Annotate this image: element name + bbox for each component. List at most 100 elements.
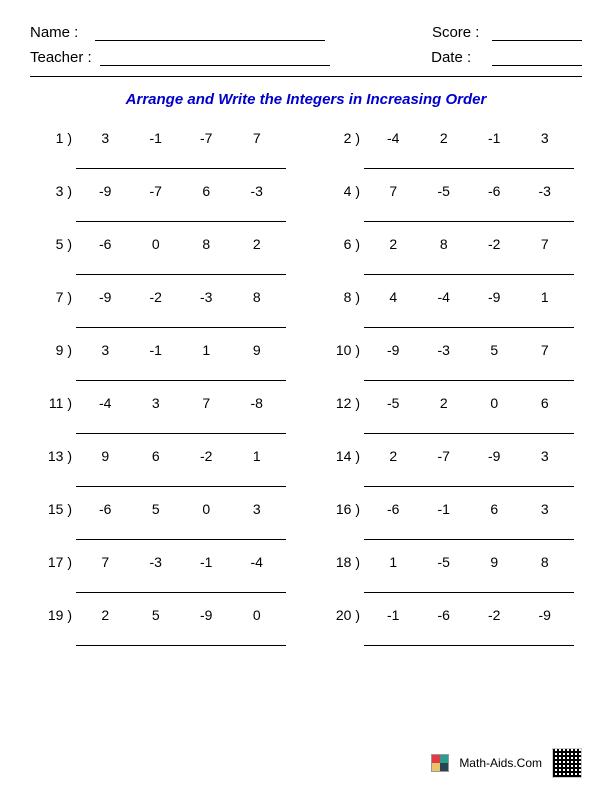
problem-number: 6 ): [326, 236, 364, 252]
problem-value: 8: [186, 236, 226, 252]
answer-line[interactable]: [76, 625, 286, 646]
answer-line[interactable]: [76, 254, 286, 275]
problem-value: -9: [474, 448, 514, 464]
score-input-line[interactable]: [492, 24, 582, 41]
answer-line[interactable]: [76, 572, 286, 593]
problem-row: 18 )1-598: [326, 554, 574, 570]
problem-value: 7: [525, 236, 565, 252]
problem-value: 1: [186, 342, 226, 358]
problem-number: 10 ): [326, 342, 364, 358]
problem-values: 25-90: [76, 607, 286, 623]
teacher-input-line[interactable]: [100, 49, 330, 66]
problem-value: -3: [424, 342, 464, 358]
problem-value: 0: [474, 395, 514, 411]
date-field: Date :: [431, 49, 582, 66]
problem: 4 )7-5-6-3: [326, 183, 574, 222]
problem-values: 2-7-93: [364, 448, 574, 464]
answer-line[interactable]: [76, 201, 286, 222]
problem-value: -2: [136, 289, 176, 305]
problem: 16 )-6-163: [326, 501, 574, 540]
problem-row: 8 )4-4-91: [326, 289, 574, 305]
answer-line[interactable]: [364, 201, 574, 222]
answer-line[interactable]: [76, 307, 286, 328]
footer-site: Math-Aids.Com: [459, 756, 542, 770]
teacher-label: Teacher :: [30, 49, 92, 66]
problem-values: 7-3-1-4: [76, 554, 286, 570]
answer-line[interactable]: [76, 360, 286, 381]
answer-line[interactable]: [364, 360, 574, 381]
problem-value: -6: [85, 501, 125, 517]
answer-line[interactable]: [364, 466, 574, 487]
answer-line[interactable]: [76, 466, 286, 487]
problem: 5 )-6082: [38, 236, 286, 275]
name-field: Name :: [30, 24, 325, 41]
problem-values: -6-163: [364, 501, 574, 517]
problem-number: 18 ): [326, 554, 364, 570]
answer-line[interactable]: [364, 307, 574, 328]
problem-value: 2: [424, 130, 464, 146]
problem-value: 0: [136, 236, 176, 252]
answer-line[interactable]: [364, 413, 574, 434]
answer-line[interactable]: [364, 148, 574, 169]
problem-number: 8 ): [326, 289, 364, 305]
problem-value: 3: [525, 130, 565, 146]
answer-line[interactable]: [364, 625, 574, 646]
problem: 15 )-6503: [38, 501, 286, 540]
problem-number: 17 ): [38, 554, 76, 570]
answer-line[interactable]: [364, 254, 574, 275]
problem-value: -6: [373, 501, 413, 517]
problem-value: 2: [237, 236, 277, 252]
problem-value: -3: [186, 289, 226, 305]
teacher-field: Teacher :: [30, 49, 330, 66]
problem-value: 0: [237, 607, 277, 623]
problem-value: -4: [85, 395, 125, 411]
logo-icon: [431, 754, 449, 772]
problem-values: 1-598: [364, 554, 574, 570]
problem-value: -9: [85, 289, 125, 305]
problem-row: 7 )-9-2-38: [38, 289, 286, 305]
problem: 8 )4-4-91: [326, 289, 574, 328]
problem-value: -5: [424, 554, 464, 570]
problem-number: 13 ): [38, 448, 76, 464]
answer-line[interactable]: [76, 413, 286, 434]
problem-row: 20 )-1-6-2-9: [326, 607, 574, 623]
problem-value: -9: [373, 342, 413, 358]
problem: 1 )3-1-77: [38, 130, 286, 169]
date-input-line[interactable]: [492, 49, 582, 66]
problem-row: 4 )7-5-6-3: [326, 183, 574, 199]
problem-value: 1: [237, 448, 277, 464]
problem-value: -2: [474, 236, 514, 252]
problem-value: 9: [85, 448, 125, 464]
problem-value: -7: [424, 448, 464, 464]
problem-value: -1: [373, 607, 413, 623]
problem-values: 28-27: [364, 236, 574, 252]
answer-line[interactable]: [364, 572, 574, 593]
problem-value: -7: [136, 183, 176, 199]
name-input-line[interactable]: [95, 24, 325, 41]
problem-number: 4 ): [326, 183, 364, 199]
problem-values: 3-1-77: [76, 130, 286, 146]
problem-value: 9: [237, 342, 277, 358]
problem-value: -6: [474, 183, 514, 199]
answer-line[interactable]: [364, 519, 574, 540]
problem: 3 )-9-76-3: [38, 183, 286, 222]
problem-row: 1 )3-1-77: [38, 130, 286, 146]
problem-row: 9 )3-119: [38, 342, 286, 358]
problem-value: -6: [424, 607, 464, 623]
problem-value: 3: [525, 501, 565, 517]
problem-number: 1 ): [38, 130, 76, 146]
answer-line[interactable]: [76, 519, 286, 540]
problem-row: 14 )2-7-93: [326, 448, 574, 464]
problem-values: -5206: [364, 395, 574, 411]
date-label: Date :: [431, 49, 471, 66]
problem-row: 19 )25-90: [38, 607, 286, 623]
problem-value: -6: [85, 236, 125, 252]
header-divider: [30, 76, 582, 77]
problem-values: -9-357: [364, 342, 574, 358]
answer-line[interactable]: [76, 148, 286, 169]
problem-value: 8: [525, 554, 565, 570]
problem-value: -3: [136, 554, 176, 570]
problem-value: 1: [373, 554, 413, 570]
score-label: Score :: [432, 24, 480, 41]
problem-value: 2: [373, 236, 413, 252]
